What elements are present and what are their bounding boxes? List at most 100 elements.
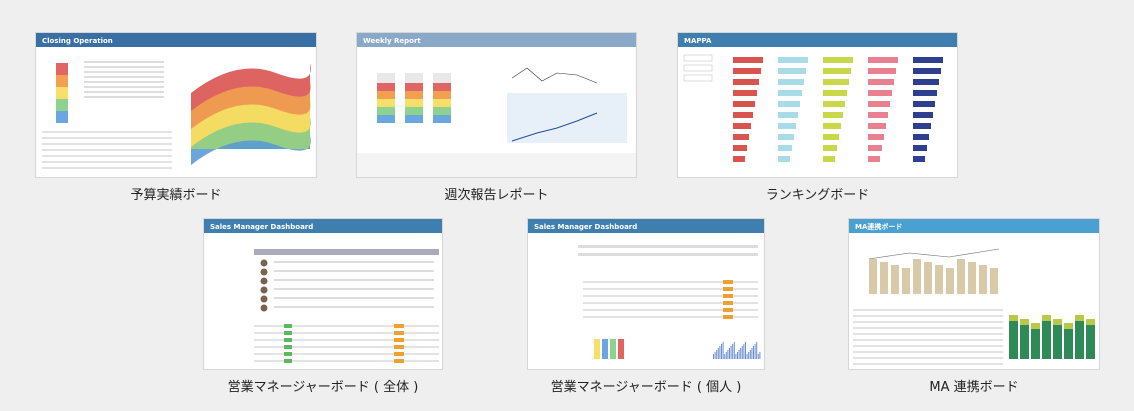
table-row xyxy=(84,66,164,68)
table-row xyxy=(84,76,164,78)
spark xyxy=(739,350,740,359)
bar xyxy=(924,262,932,294)
caption: 営業マネージャーボード ( 個人 ) xyxy=(527,376,765,395)
rank-bar xyxy=(733,101,755,107)
bar xyxy=(723,287,733,291)
rank-bar xyxy=(733,79,759,85)
spark xyxy=(742,346,743,359)
spark xyxy=(735,354,736,359)
thumbnail-title: Weekly Report xyxy=(363,37,421,45)
rank-bar xyxy=(733,68,761,74)
spark xyxy=(756,342,757,359)
bar xyxy=(394,352,404,356)
avatar xyxy=(261,278,268,285)
thumbnail-svg: MAPPA xyxy=(678,33,958,178)
thumbnail[interactable]: Weekly Report xyxy=(356,32,637,178)
bar xyxy=(618,339,624,359)
caption: MA 連携ボード xyxy=(848,376,1100,395)
caption: 予算実績ボード xyxy=(35,184,317,203)
bar xyxy=(869,259,877,294)
bar xyxy=(979,265,987,294)
rank-bar xyxy=(913,134,929,140)
spark xyxy=(740,348,741,359)
rank-bar xyxy=(823,57,853,63)
rank-bar xyxy=(823,101,845,107)
rank-bar xyxy=(778,123,796,129)
table-row xyxy=(42,149,172,151)
bar xyxy=(394,324,404,328)
tag xyxy=(284,345,292,349)
bar xyxy=(1064,327,1073,359)
bar-seg xyxy=(377,91,395,99)
spark xyxy=(759,352,760,359)
rank-bar xyxy=(778,57,808,63)
spark xyxy=(719,346,720,359)
table-row xyxy=(84,81,164,83)
bar-seg xyxy=(405,107,423,115)
bar-seg xyxy=(377,99,395,107)
rank-bar xyxy=(778,68,806,74)
thumbnail-title: Sales Manager Dashboard xyxy=(210,223,313,231)
bar xyxy=(723,294,733,298)
bar xyxy=(723,301,733,305)
bar xyxy=(1020,319,1029,325)
bar-seg xyxy=(405,83,423,91)
thumbnail[interactable]: Sales Manager Dashboard xyxy=(527,218,765,370)
rank-bar xyxy=(778,145,792,151)
bar xyxy=(1042,315,1051,321)
rank-bar xyxy=(913,90,937,96)
bar xyxy=(602,339,608,359)
bar xyxy=(1031,323,1040,329)
thumbnail-svg: Sales Manager Dashboard xyxy=(528,219,765,370)
bar-seg xyxy=(433,107,451,115)
table-row xyxy=(578,245,758,248)
thumbnail-svg: Sales Manager Dashboard xyxy=(204,219,443,370)
rank-bar xyxy=(913,57,943,63)
bar xyxy=(723,280,733,284)
kpi-strip xyxy=(357,153,637,178)
plot-bg xyxy=(507,93,627,143)
stack-block xyxy=(56,75,68,87)
bar xyxy=(1031,327,1040,359)
header-bar xyxy=(678,33,958,47)
spark xyxy=(727,350,728,359)
stack-block xyxy=(56,87,68,99)
stack-block xyxy=(56,111,68,123)
spark xyxy=(732,344,733,359)
rank-bar xyxy=(778,156,790,162)
tag xyxy=(284,338,292,342)
bar xyxy=(913,259,921,294)
thumbnail[interactable]: MAPPA xyxy=(677,32,958,178)
caption: 週次報告レポート xyxy=(356,184,637,203)
bar xyxy=(723,315,733,319)
rank-bar xyxy=(868,134,884,140)
bar xyxy=(1075,315,1084,321)
thumbnail-svg: MA連携ボード xyxy=(849,219,1100,370)
spark xyxy=(726,352,727,359)
bar xyxy=(394,331,404,335)
table-row xyxy=(42,137,172,139)
spark xyxy=(721,344,722,359)
bar xyxy=(1075,319,1084,359)
tag xyxy=(284,331,292,335)
bar xyxy=(1064,323,1073,329)
thumbnail-title: Sales Manager Dashboard xyxy=(534,223,637,231)
rank-bar xyxy=(868,112,888,118)
spark xyxy=(729,348,730,359)
bar xyxy=(723,308,733,312)
table-row xyxy=(254,346,439,348)
thumbnail[interactable]: Sales Manager Dashboard xyxy=(203,218,443,370)
table-row xyxy=(84,96,164,98)
bar-seg xyxy=(405,99,423,107)
table-row xyxy=(84,71,164,73)
thumbnail[interactable]: MA連携ボード xyxy=(848,218,1100,370)
table-row xyxy=(254,325,439,327)
bar xyxy=(1053,323,1062,359)
rank-bar xyxy=(778,112,798,118)
rank-bar xyxy=(913,123,931,129)
spark xyxy=(748,352,749,359)
thumbnail[interactable]: Closing Operation xyxy=(35,32,317,178)
stack-block xyxy=(56,63,68,75)
bar-seg xyxy=(405,91,423,99)
select xyxy=(684,55,712,61)
